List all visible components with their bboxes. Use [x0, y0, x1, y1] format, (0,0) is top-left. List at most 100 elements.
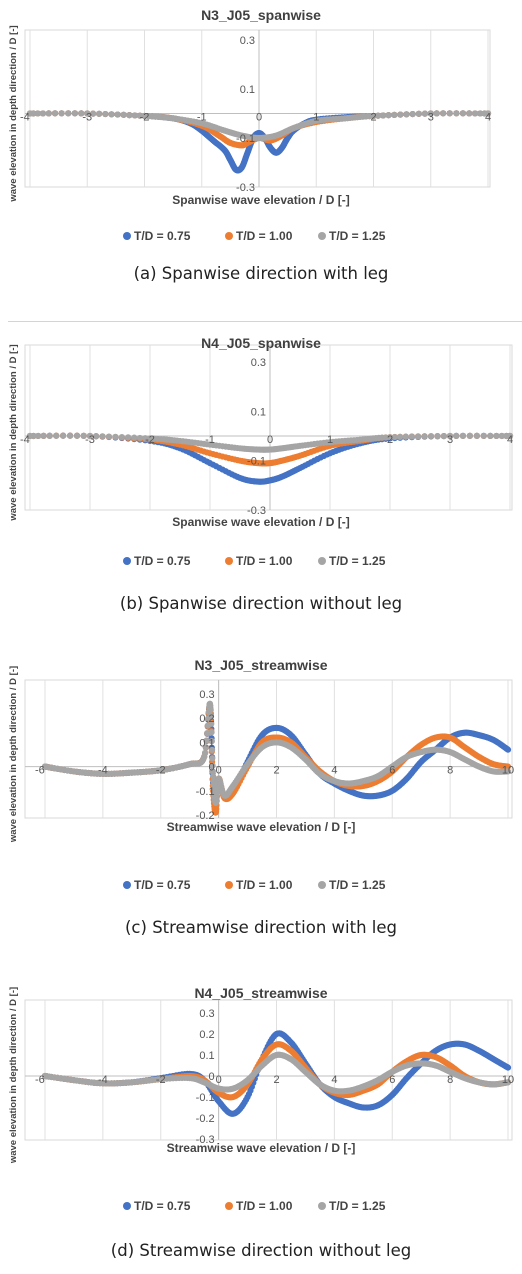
chart-panel-a: N3_J05_spanwise -4 -3 -2 -1 0 1 2 3 4 0.3 0.1 -0.1 -0… [0, 0, 522, 300]
x-axis-title: Streamwise wave elevation / D [-] [167, 1141, 356, 1155]
chart-title: N4_J05_spanwise [201, 335, 321, 351]
data-point [446, 432, 454, 440]
legend-marker [123, 881, 131, 889]
x-tick-label: 6 [389, 1074, 395, 1086]
data-point [380, 112, 387, 119]
legend-label: T/D = 0.75 [134, 1199, 191, 1213]
x-axis-title: Spanwise wave elevation / D [-] [172, 193, 349, 207]
data-point [60, 432, 67, 439]
y-tick-label: 0.1 [199, 1050, 214, 1062]
legend-label: T/D = 1.00 [236, 1199, 293, 1213]
data-point [487, 432, 494, 440]
chart-title: N3_J05_spanwise [201, 7, 321, 23]
data-point [86, 432, 94, 440]
x-tick-label: 4 [507, 434, 513, 446]
y-tick-label: -0.2 [196, 1113, 215, 1125]
legend-marker [318, 881, 326, 889]
data-point [484, 110, 492, 117]
y-tick-label: -0.3 [236, 182, 255, 194]
x-tick-label: -4 [98, 765, 108, 777]
data-point [71, 110, 78, 117]
x-tick-label: 8 [447, 1074, 453, 1086]
data-point [453, 432, 460, 440]
x-tick-label: 1 [313, 111, 319, 123]
data-point [58, 110, 65, 117]
x-tick-label: -6 [35, 765, 45, 777]
y-tick-label: 0.1 [199, 737, 214, 749]
data-point [118, 433, 125, 441]
x-axis-title: Streamwise wave elevation / D [-] [167, 820, 356, 834]
data-point [208, 746, 216, 754]
data-point [498, 432, 505, 440]
legend-label: T/D = 0.75 [134, 229, 191, 243]
y-axis-title: wave elevation in depth direction / D [-… [8, 666, 19, 843]
y-tick-label: 0.3 [199, 689, 214, 701]
data-point [504, 1064, 512, 1071]
data-point [207, 713, 215, 720]
data-point [67, 432, 74, 439]
x-tick-label: 4 [485, 111, 491, 123]
data-point [504, 746, 512, 753]
data-point [446, 110, 453, 117]
data-point [209, 755, 216, 762]
legend-label: T/D = 1.00 [236, 878, 293, 892]
legend-label: T/D = 1.25 [329, 229, 386, 243]
x-tick-label: -3 [85, 434, 95, 446]
x-tick-label: 0 [256, 111, 262, 123]
plot-area [24, 344, 513, 511]
series-1.25 [26, 432, 514, 453]
chart-n3-spanwise: N3_J05_spanwise -4 -3 -2 -1 0 1 2 3 4 0.3 0.1 -0.1 -0… [8, 7, 492, 243]
y-axis-title: wave elevation in depth direction / D [-… [8, 987, 19, 1164]
panel-divider [8, 321, 522, 322]
data-point [421, 433, 428, 440]
data-point [51, 110, 59, 117]
data-point [46, 432, 53, 439]
x-tick-label: -4 [98, 1074, 108, 1086]
series-1.25 [41, 700, 512, 806]
x-tick-label: 2 [273, 1074, 279, 1086]
legend: T/D = 0.75 T/D = 1.00 T/D = 1.25 [123, 878, 386, 892]
y-tick-label: 0 [209, 1071, 215, 1083]
x-tick-label: -3 [82, 111, 92, 123]
data-point [125, 434, 132, 441]
data-point [209, 768, 216, 775]
data-point [102, 110, 109, 118]
chart-panel-c: N3_J05_streamwise -6 -4 -2 0 2 4 6 8 10 0.3 0.2 0.1 0… [0, 656, 522, 956]
x-tick-label: -4 [20, 434, 30, 446]
data-point [78, 110, 85, 117]
data-point [73, 432, 81, 439]
data-point [391, 433, 398, 441]
x-tick-label: -2 [140, 111, 150, 123]
chart-title: N4_J05_streamwise [194, 985, 327, 1001]
y-axis-title: wave elevation in depth direction / D [-… [8, 344, 19, 521]
data-point [403, 111, 410, 118]
data-point [506, 432, 514, 440]
data-point [397, 111, 404, 118]
legend-marker [318, 557, 326, 565]
x-tick-label: 10 [502, 1074, 514, 1086]
x-tick-label: 2 [387, 434, 393, 446]
legend: T/D = 0.75 T/D = 1.00 T/D = 1.25 [123, 229, 386, 243]
plot-area [24, 679, 513, 819]
data-point [402, 433, 409, 440]
data-point [136, 112, 144, 119]
data-point [208, 720, 215, 727]
legend-marker [225, 881, 233, 889]
y-tick-label: 0.3 [251, 357, 266, 369]
data-point [504, 768, 512, 775]
x-tick-label: 0 [216, 1074, 222, 1086]
legend-marker [225, 557, 233, 565]
x-tick-label: -1 [197, 111, 207, 123]
data-point [84, 110, 91, 117]
data-point [53, 432, 60, 439]
data-point [386, 434, 394, 441]
x-tick-label: 6 [389, 765, 395, 777]
data-point [471, 110, 479, 117]
y-tick-label: 0.2 [199, 713, 214, 725]
data-point [453, 110, 460, 117]
data-point [96, 110, 103, 117]
data-point [493, 432, 500, 440]
data-point [459, 110, 467, 117]
x-tick-label: 8 [447, 765, 453, 777]
chart-n3-streamwise: N3_J05_streamwise -6 -4 -2 0 2 4 6 8 10 0.3 0.2 0.1 0… [8, 657, 514, 892]
